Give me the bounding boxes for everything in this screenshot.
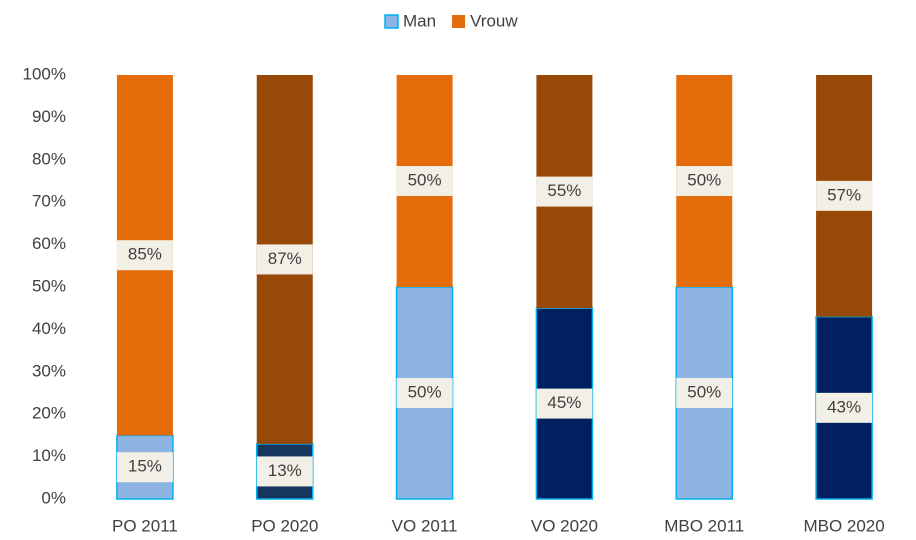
legend-label: Vrouw — [470, 11, 518, 30]
data-label-box — [676, 166, 733, 196]
y-tick-label: 60% — [32, 234, 66, 253]
data-label: 50% — [408, 170, 442, 189]
data-label: 13% — [268, 461, 302, 480]
data-label: 50% — [687, 382, 721, 401]
y-tick-label: 90% — [32, 107, 66, 126]
data-label: 43% — [827, 397, 861, 416]
data-label-box — [536, 176, 593, 207]
data-label-box — [116, 452, 173, 483]
y-tick-label: 80% — [32, 149, 66, 168]
data-label-box — [676, 378, 733, 408]
data-label: 15% — [128, 457, 162, 476]
data-label-box — [396, 166, 453, 196]
data-label: 85% — [128, 245, 162, 264]
data-label-box — [256, 244, 313, 275]
y-tick-label: 50% — [32, 276, 66, 295]
data-label: 50% — [687, 170, 721, 189]
y-tick-label: 40% — [32, 319, 66, 338]
legend-swatch — [384, 14, 399, 29]
data-label-box — [256, 456, 313, 487]
x-tick-label: MBO 2020 — [803, 516, 884, 535]
legend-swatch — [452, 15, 466, 28]
data-label-box — [816, 180, 873, 211]
data-label: 57% — [827, 185, 861, 204]
data-label-box — [816, 392, 873, 423]
y-tick-label: 100% — [23, 64, 66, 83]
data-label-box — [396, 378, 453, 408]
y-tick-label: 30% — [32, 361, 66, 380]
x-tick-label: MBO 2011 — [664, 516, 744, 535]
x-tick-label: VO 2020 — [531, 516, 598, 535]
y-tick-label: 0% — [41, 488, 66, 507]
y-tick-label: 20% — [32, 404, 66, 423]
data-label-box — [116, 240, 173, 271]
data-label: 55% — [547, 181, 581, 200]
legend-label: Man — [403, 11, 436, 30]
data-label: 50% — [408, 382, 442, 401]
data-label: 45% — [547, 393, 581, 412]
y-tick-label: 10% — [32, 446, 66, 465]
x-tick-label: PO 2020 — [251, 516, 318, 535]
data-label-box — [536, 388, 593, 419]
x-tick-label: VO 2011 — [392, 516, 458, 535]
data-label: 87% — [268, 249, 302, 268]
x-tick-label: PO 2011 — [112, 516, 178, 535]
y-tick-label: 70% — [32, 192, 66, 211]
